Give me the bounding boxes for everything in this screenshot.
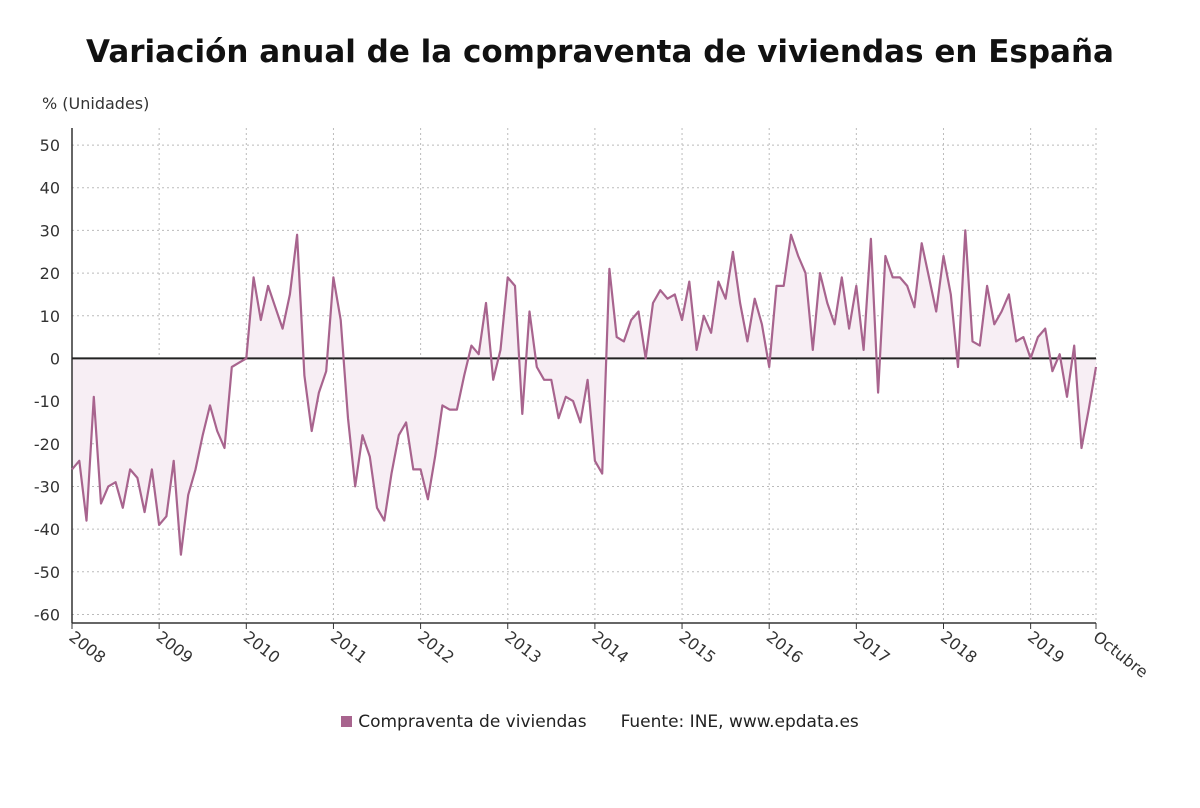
y-tick-label: 50 xyxy=(40,136,60,155)
series-line xyxy=(71,229,1098,556)
chart-title: Variación anual de la compraventa de viv… xyxy=(86,34,1114,70)
y-tick-label: 40 xyxy=(40,179,60,198)
x-tick-label: 2013 xyxy=(501,627,545,667)
y-tick-label: 10 xyxy=(40,307,60,326)
legend-series-label: Compraventa de viviendas xyxy=(358,712,587,732)
x-tick-label: 2012 xyxy=(414,627,458,667)
legend: Compraventa de viviendas Fuente: INE, www… xyxy=(0,712,1200,732)
y-tick-label: 30 xyxy=(40,221,60,240)
y-tick-label: -50 xyxy=(34,563,60,582)
y-tick-label: -20 xyxy=(34,435,60,454)
x-tick-label: 2008 xyxy=(66,627,110,667)
x-tick-label: 2009 xyxy=(153,627,197,667)
y-axis-label: % (Unidades) xyxy=(42,94,150,113)
x-tick-label: 2019 xyxy=(1024,627,1068,667)
x-tick-label: 2015 xyxy=(676,627,720,667)
source-label: Fuente: INE, www.epdata.es xyxy=(620,712,859,732)
y-tick-label: -30 xyxy=(34,477,60,496)
y-tick-label: -10 xyxy=(34,392,60,411)
series-area-fill xyxy=(72,230,1096,555)
x-tick-label: Octubre xyxy=(1090,627,1152,681)
y-tick-label: -40 xyxy=(34,520,60,539)
legend-swatch xyxy=(341,715,353,727)
y-tick-label: 20 xyxy=(40,264,60,283)
legend-item: Compraventa de viviendas xyxy=(341,712,587,732)
x-tick-label: 2018 xyxy=(937,627,981,667)
x-tick-label: 2011 xyxy=(327,627,371,667)
y-tick-label: 0 xyxy=(50,349,60,368)
x-tick-label: 2016 xyxy=(763,627,807,667)
x-tick-label: 2017 xyxy=(850,627,894,667)
x-tick-label: 2010 xyxy=(240,627,284,667)
x-tick-label: 2014 xyxy=(588,627,632,667)
y-tick-label: -60 xyxy=(34,605,60,624)
